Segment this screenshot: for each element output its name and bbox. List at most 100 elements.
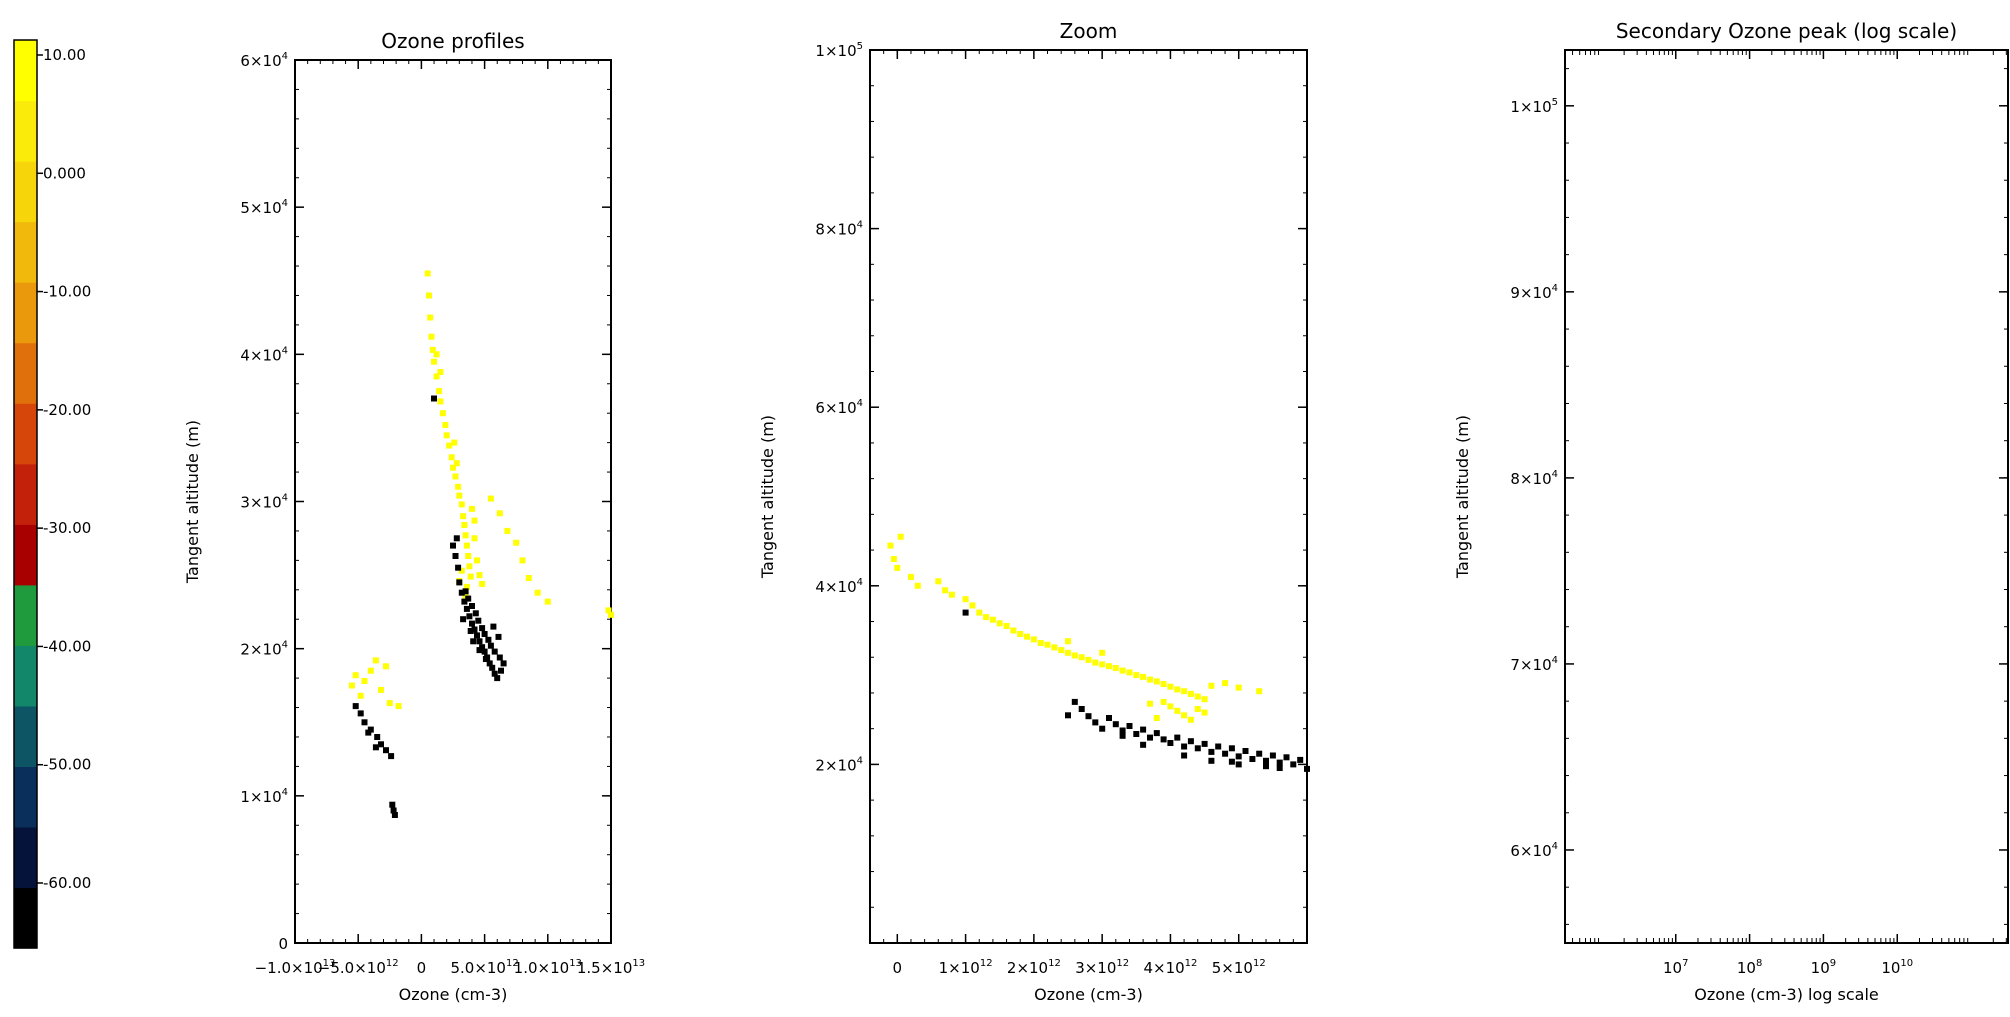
data-point-black	[458, 589, 465, 596]
colorbar-segment	[14, 705, 37, 767]
data-point-black	[1283, 754, 1290, 761]
data-point-black	[456, 579, 463, 586]
data-point-black	[1140, 741, 1147, 748]
data-point-yellow	[453, 460, 460, 467]
x-axis-label: Ozone (cm-3)	[1034, 985, 1143, 1004]
data-point-black	[498, 667, 504, 674]
x-tick-label: 1.0×1013	[514, 958, 582, 977]
data-point-black	[489, 664, 496, 671]
data-point-yellow	[437, 398, 444, 405]
data-point-yellow	[1017, 631, 1024, 637]
data-point-black	[486, 660, 493, 667]
colorbar-segment	[14, 282, 37, 344]
data-point-black	[1078, 706, 1085, 712]
data-point-yellow	[1181, 712, 1188, 719]
y-tick-label: 2×104	[815, 755, 863, 774]
data-point-yellow	[372, 657, 379, 664]
data-point-black	[378, 741, 384, 748]
data-point-yellow	[458, 501, 465, 508]
data-point-black	[1256, 750, 1263, 757]
data-point-yellow	[1201, 696, 1208, 703]
colorbar-tick-label: -60.00	[43, 874, 91, 892]
data-point-yellow	[1160, 698, 1167, 705]
data-point-black	[490, 623, 497, 630]
x-tick-label: 3×1012	[1075, 958, 1129, 977]
y-tick-label: 0	[278, 935, 288, 953]
data-point-yellow	[463, 583, 470, 590]
y-tick-label: 8×104	[1510, 469, 1558, 488]
colorbar-tick-label: -20.00	[43, 401, 91, 419]
data-point-black	[389, 801, 396, 808]
data-point-black	[453, 535, 460, 542]
data-point-black	[1174, 734, 1181, 741]
data-point-black	[1263, 763, 1269, 770]
data-point-yellow	[1058, 647, 1065, 654]
data-point-yellow	[894, 564, 901, 571]
data-point-black	[431, 395, 437, 402]
data-point-black	[487, 642, 494, 649]
data-point-yellow	[1037, 640, 1044, 646]
data-point-yellow	[471, 535, 478, 542]
y-tick-label: 9×104	[1510, 283, 1558, 302]
colorbar-segment	[14, 342, 37, 404]
data-point-black	[374, 734, 381, 740]
data-point-yellow	[427, 314, 434, 321]
y-tick-label: 1×105	[1510, 97, 1558, 116]
data-point-black	[460, 616, 467, 623]
y-tick-label: 6×104	[1510, 841, 1558, 860]
data-point-yellow	[1051, 644, 1058, 651]
data-point-black	[1181, 752, 1188, 759]
data-point-black	[1249, 756, 1256, 762]
data-point-yellow	[908, 573, 914, 580]
data-point-yellow	[446, 442, 453, 449]
data-point-yellow	[976, 609, 983, 616]
data-point-black	[1181, 743, 1188, 750]
data-point-yellow	[1256, 688, 1263, 695]
data-point-yellow	[935, 578, 942, 585]
data-point-yellow	[450, 464, 456, 471]
y-tick-label: 1×105	[815, 41, 863, 60]
data-point-yellow	[544, 598, 551, 605]
plot-frame	[1564, 49, 2009, 944]
chart-title: Ozone profiles	[381, 29, 524, 53]
data-point-black	[462, 588, 469, 595]
chart-title: Secondary Ozone peak (log scale)	[1616, 19, 1957, 43]
data-point-yellow	[1153, 715, 1160, 721]
x-axis-label: Ozone (cm-3)	[399, 985, 508, 1004]
data-point-black	[481, 648, 488, 655]
data-point-yellow	[525, 575, 532, 581]
data-point-yellow	[890, 556, 897, 562]
colorbar: 10.00 0.000 -10.00 -20.00 -30.00 -40.00 -50.00…	[13, 39, 91, 949]
data-point-yellow	[433, 351, 440, 358]
data-point-yellow	[458, 567, 465, 574]
data-point-black	[390, 807, 397, 814]
data-point-yellow	[442, 422, 449, 428]
x-tick-label: −1.0×1013	[255, 958, 336, 977]
data-point-black	[474, 632, 480, 639]
data-point-black	[1147, 734, 1153, 741]
data-point-black	[1071, 698, 1078, 705]
data-point-black	[388, 753, 395, 760]
data-point-black	[1092, 719, 1099, 726]
data-point-black	[1222, 750, 1229, 757]
data-point-yellow	[1147, 676, 1153, 683]
data-point-yellow	[357, 692, 364, 699]
data-point-yellow	[367, 667, 374, 674]
data-point-black	[1133, 731, 1140, 737]
data-point-yellow	[1099, 661, 1106, 668]
colorbar-segment	[14, 161, 37, 223]
data-point-black	[1126, 723, 1133, 729]
colorbar-segment	[14, 403, 37, 465]
data-point-black	[469, 603, 475, 609]
data-point-black	[471, 626, 478, 633]
colorbar-frame	[13, 39, 38, 949]
data-point-yellow	[462, 532, 469, 539]
data-point-yellow	[471, 517, 478, 524]
data-point-yellow	[897, 533, 904, 540]
data-point-yellow	[1187, 690, 1194, 697]
x-tick-label: 108	[1737, 958, 1762, 977]
data-point-black	[485, 636, 492, 643]
data-point-yellow	[996, 620, 1003, 627]
data-point-yellow	[1112, 665, 1119, 671]
data-point-black	[472, 610, 479, 617]
